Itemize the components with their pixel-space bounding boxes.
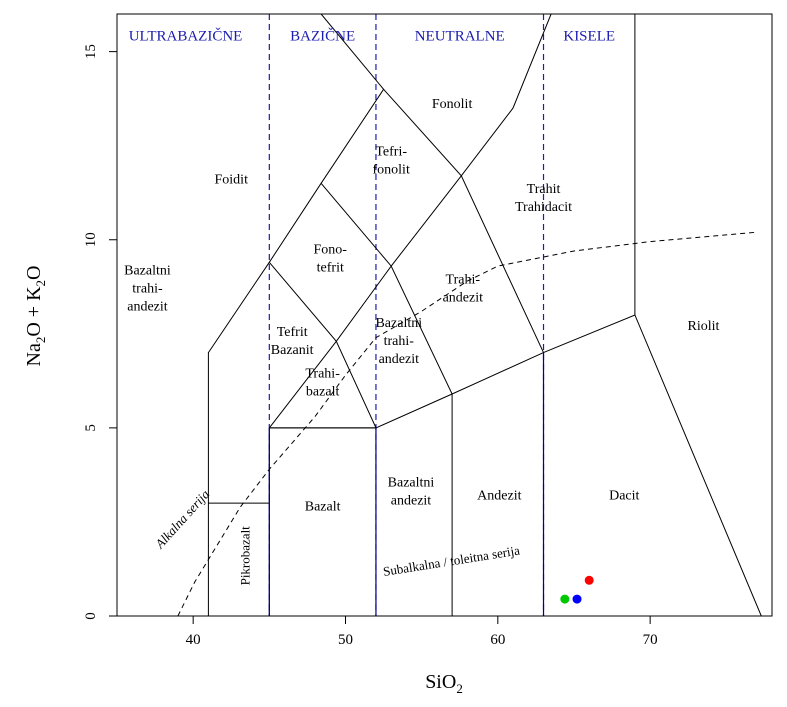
field-label-3-line-0: Foidit — [215, 172, 249, 187]
field-label-10-line-1: bazalt — [306, 384, 340, 399]
field-label-8: Tefrit Bazanit — [271, 325, 314, 358]
y-axis-label-part-5: O — [23, 266, 45, 280]
axes: 40 50 60 70 0 5 10 15 — [83, 44, 658, 648]
field-label-5: Bazaltni trahi-andezit — [124, 263, 171, 314]
y-axis-label-part-1: Na — [23, 343, 45, 366]
field-label-6-line-1: andezit — [443, 290, 484, 305]
field-label-11-line-0: Bazalt — [305, 500, 341, 515]
field-label-12-line-1: andezit — [391, 494, 432, 509]
x-axis-label: SiO2 — [425, 671, 463, 696]
field-label-7: Riolit — [688, 319, 720, 334]
data-point-2 — [572, 594, 582, 604]
data-points — [560, 575, 594, 604]
field-label-6: Trahi-andezit — [443, 272, 484, 305]
field-label-12-line-0: Bazaltni — [388, 476, 435, 491]
y-tick-label-1: 5 — [83, 424, 99, 432]
field-label-6-line-0: Trahi- — [446, 272, 481, 287]
field-line-8 — [383, 88, 544, 353]
x-tick-label-1: 50 — [338, 632, 353, 648]
field-label-14: Dacit — [609, 488, 639, 503]
x-axis-label-sub: 2 — [456, 681, 463, 696]
y-axis-label-part-4: 2 — [33, 280, 48, 287]
field-label-3: Foidit — [215, 172, 249, 187]
zone-label-3: KISELE — [563, 28, 615, 44]
field-line-7 — [320, 182, 453, 395]
field-label-9-line-2: andezit — [379, 352, 420, 367]
field-label-10-line-0: Trahi- — [305, 366, 340, 381]
rotated-label-0: Pikrobazalt — [238, 526, 253, 586]
x-tick-label-2: 60 — [490, 632, 505, 648]
field-label-7-line-0: Riolit — [688, 319, 720, 334]
field-label-13: Andezit — [477, 488, 521, 503]
alkali-divider-line — [177, 231, 757, 616]
plot-background — [117, 14, 772, 616]
y-tick-label-2: 10 — [83, 232, 99, 247]
field-label-0: Fonolit — [432, 97, 473, 112]
zone-label-2: NEUTRALNE — [415, 28, 505, 44]
field-label-2-line-0: Trahit — [527, 182, 561, 197]
field-label-13-line-0: Andezit — [477, 488, 521, 503]
field-label-9-line-0: Bazaltni — [375, 316, 422, 331]
field-label-4: Fono-tefrit — [314, 242, 348, 275]
data-point-0 — [584, 575, 594, 585]
field-label-11: Bazalt — [305, 500, 341, 515]
y-tick-label-3: 15 — [83, 44, 99, 59]
field-line-0 — [207, 14, 385, 616]
field-label-2: Trahit Trahidacit — [515, 182, 572, 215]
data-point-1 — [560, 594, 570, 604]
zone-label-1: BAZIČNE — [290, 27, 355, 44]
field-label-14-line-0: Dacit — [609, 488, 639, 503]
y-tick-label-0: 0 — [83, 612, 99, 620]
field-label-5-line-0: Bazaltni — [124, 263, 171, 278]
field-label-4-line-1: tefrit — [317, 260, 344, 275]
field-label-0-line-0: Fonolit — [432, 97, 473, 112]
field-lines — [177, 14, 762, 616]
field-label-2-line-1: Trahidacit — [515, 200, 572, 215]
field-label-8-line-1: Bazanit — [271, 343, 314, 358]
field-label-1-line-1: fonolit — [373, 163, 410, 178]
x-tick-label-0: 40 — [186, 632, 201, 648]
field-label-1-line-0: Tefri- — [375, 145, 407, 160]
plot-frame — [116, 13, 773, 617]
zone-label-0: ULTRABAZIČNE — [129, 27, 243, 44]
y-axis-label: Na2O + K2O — [23, 266, 48, 367]
y-axis-label-part-2: 2 — [33, 337, 48, 344]
field-label-8-line-0: Tefrit — [277, 325, 308, 340]
field-label-5-line-2: andezit — [127, 299, 168, 314]
y-axis-label-part-3: O + K — [23, 286, 45, 337]
field-label-12: Bazaltni andezit — [388, 476, 435, 509]
field-label-9-line-1: trahi- — [384, 334, 415, 349]
field-label-4-line-0: Fono- — [314, 242, 348, 257]
field-label-1: Tefri-fonolit — [373, 145, 410, 178]
x-tick-label-3: 70 — [643, 632, 658, 648]
field-label-5-line-1: trahi- — [132, 281, 163, 296]
field-label-9: Bazaltni trahi-andezit — [375, 316, 422, 367]
x-axis-label-base: SiO — [425, 671, 456, 693]
field-label-10: Trahi-bazalt — [305, 366, 340, 399]
